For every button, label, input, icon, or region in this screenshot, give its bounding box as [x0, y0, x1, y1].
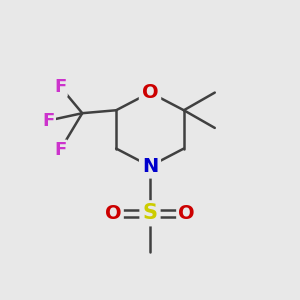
- Text: O: O: [178, 204, 195, 223]
- Text: F: F: [42, 112, 55, 130]
- Text: F: F: [54, 78, 66, 96]
- Text: F: F: [54, 141, 66, 159]
- Text: S: S: [142, 203, 158, 223]
- Text: O: O: [142, 83, 158, 102]
- Text: O: O: [105, 204, 122, 223]
- Text: N: N: [142, 157, 158, 176]
